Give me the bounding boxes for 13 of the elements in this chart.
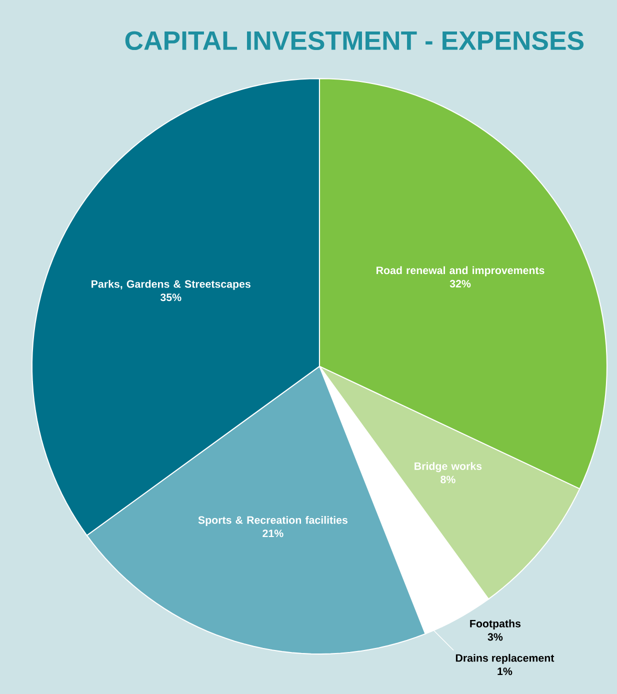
data-label: 32% — [450, 280, 471, 288]
slice-label: Sports & Recreation facilities — [198, 516, 348, 526]
slice-label: Footpaths — [470, 620, 521, 630]
slice-label: Road renewal and improvements — [376, 266, 544, 276]
data-label: 8% — [440, 476, 456, 484]
data-label: 35% — [160, 294, 182, 302]
data-label: 3% — [488, 633, 503, 641]
slice-label: Drains replacement — [456, 654, 554, 664]
slice-label: Bridge works — [414, 462, 482, 472]
slice-label: Parks, Gardens & Streetscapes — [92, 280, 250, 290]
chart-title: CAPITAL INVESTMENT - EXPENSES — [125, 31, 584, 50]
data-label: 1% — [498, 668, 512, 676]
data-label: 21% — [262, 530, 284, 538]
